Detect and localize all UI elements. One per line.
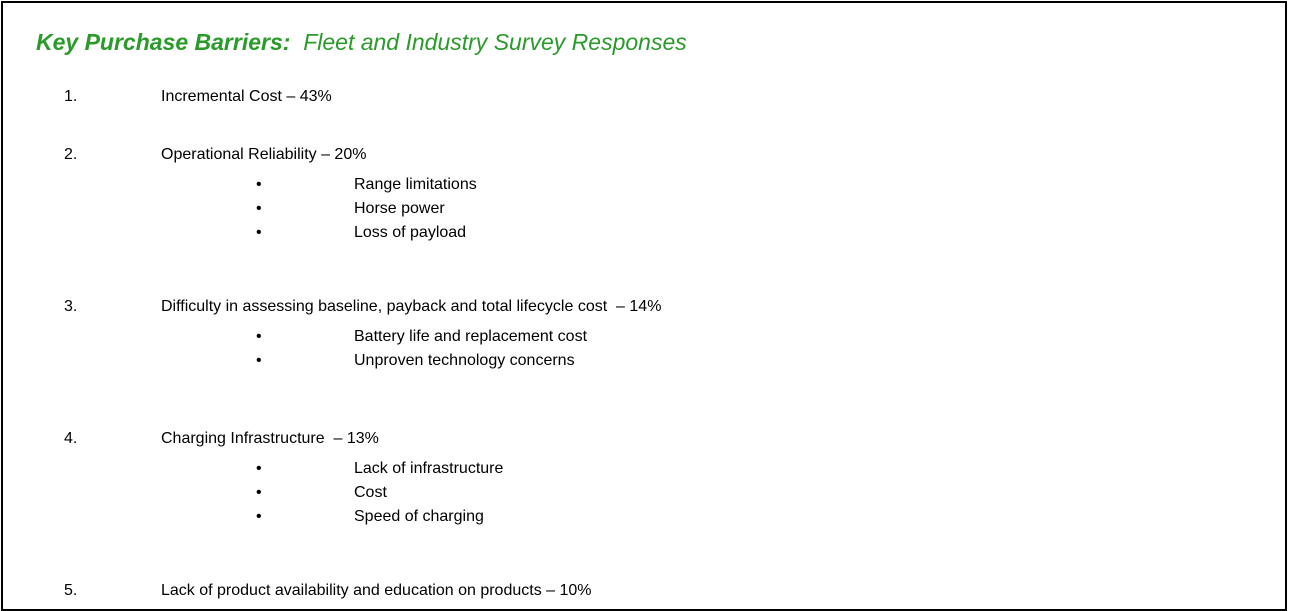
bullet-text: Unproven technology concerns xyxy=(354,352,575,369)
bullet-text: Range limitations xyxy=(354,176,477,193)
item-number: 5. xyxy=(64,582,78,599)
bullet-dot: • xyxy=(256,484,262,501)
title-bold: Key Purchase Barriers: xyxy=(36,29,291,55)
bullet-dot: • xyxy=(256,352,262,369)
item-text: Operational Reliability – 20% xyxy=(161,146,367,163)
title: Key Purchase Barriers: Fleet and Industr… xyxy=(36,28,687,56)
bullet-dot: • xyxy=(256,200,262,217)
bullet-dot: • xyxy=(256,328,262,345)
bullet-text: Horse power xyxy=(354,200,445,217)
bullet-dot: • xyxy=(256,176,262,193)
item-text: Charging Infrastructure – 13% xyxy=(161,430,379,447)
bullet-dot: • xyxy=(256,460,262,477)
item-number: 4. xyxy=(64,430,78,447)
title-rest: Fleet and Industry Survey Responses xyxy=(303,29,687,55)
bullet-text: Speed of charging xyxy=(354,508,484,525)
item-text: Difficulty in assessing baseline, paybac… xyxy=(161,298,662,315)
bullet-text: Loss of payload xyxy=(354,224,467,241)
item-number: 2. xyxy=(64,146,78,163)
item-number: 1. xyxy=(64,88,78,105)
item-text: Lack of product availability and educati… xyxy=(161,582,592,599)
bullet-dot: • xyxy=(256,508,262,525)
bullet-text: Lack of infrastructure xyxy=(354,460,504,477)
item-text: Incremental Cost – 43% xyxy=(161,88,332,105)
bullet-text: Battery life and replacement cost xyxy=(354,328,588,345)
bullet-text: Cost xyxy=(354,484,387,501)
bullet-dot: • xyxy=(256,224,262,241)
item-number: 3. xyxy=(64,298,78,315)
